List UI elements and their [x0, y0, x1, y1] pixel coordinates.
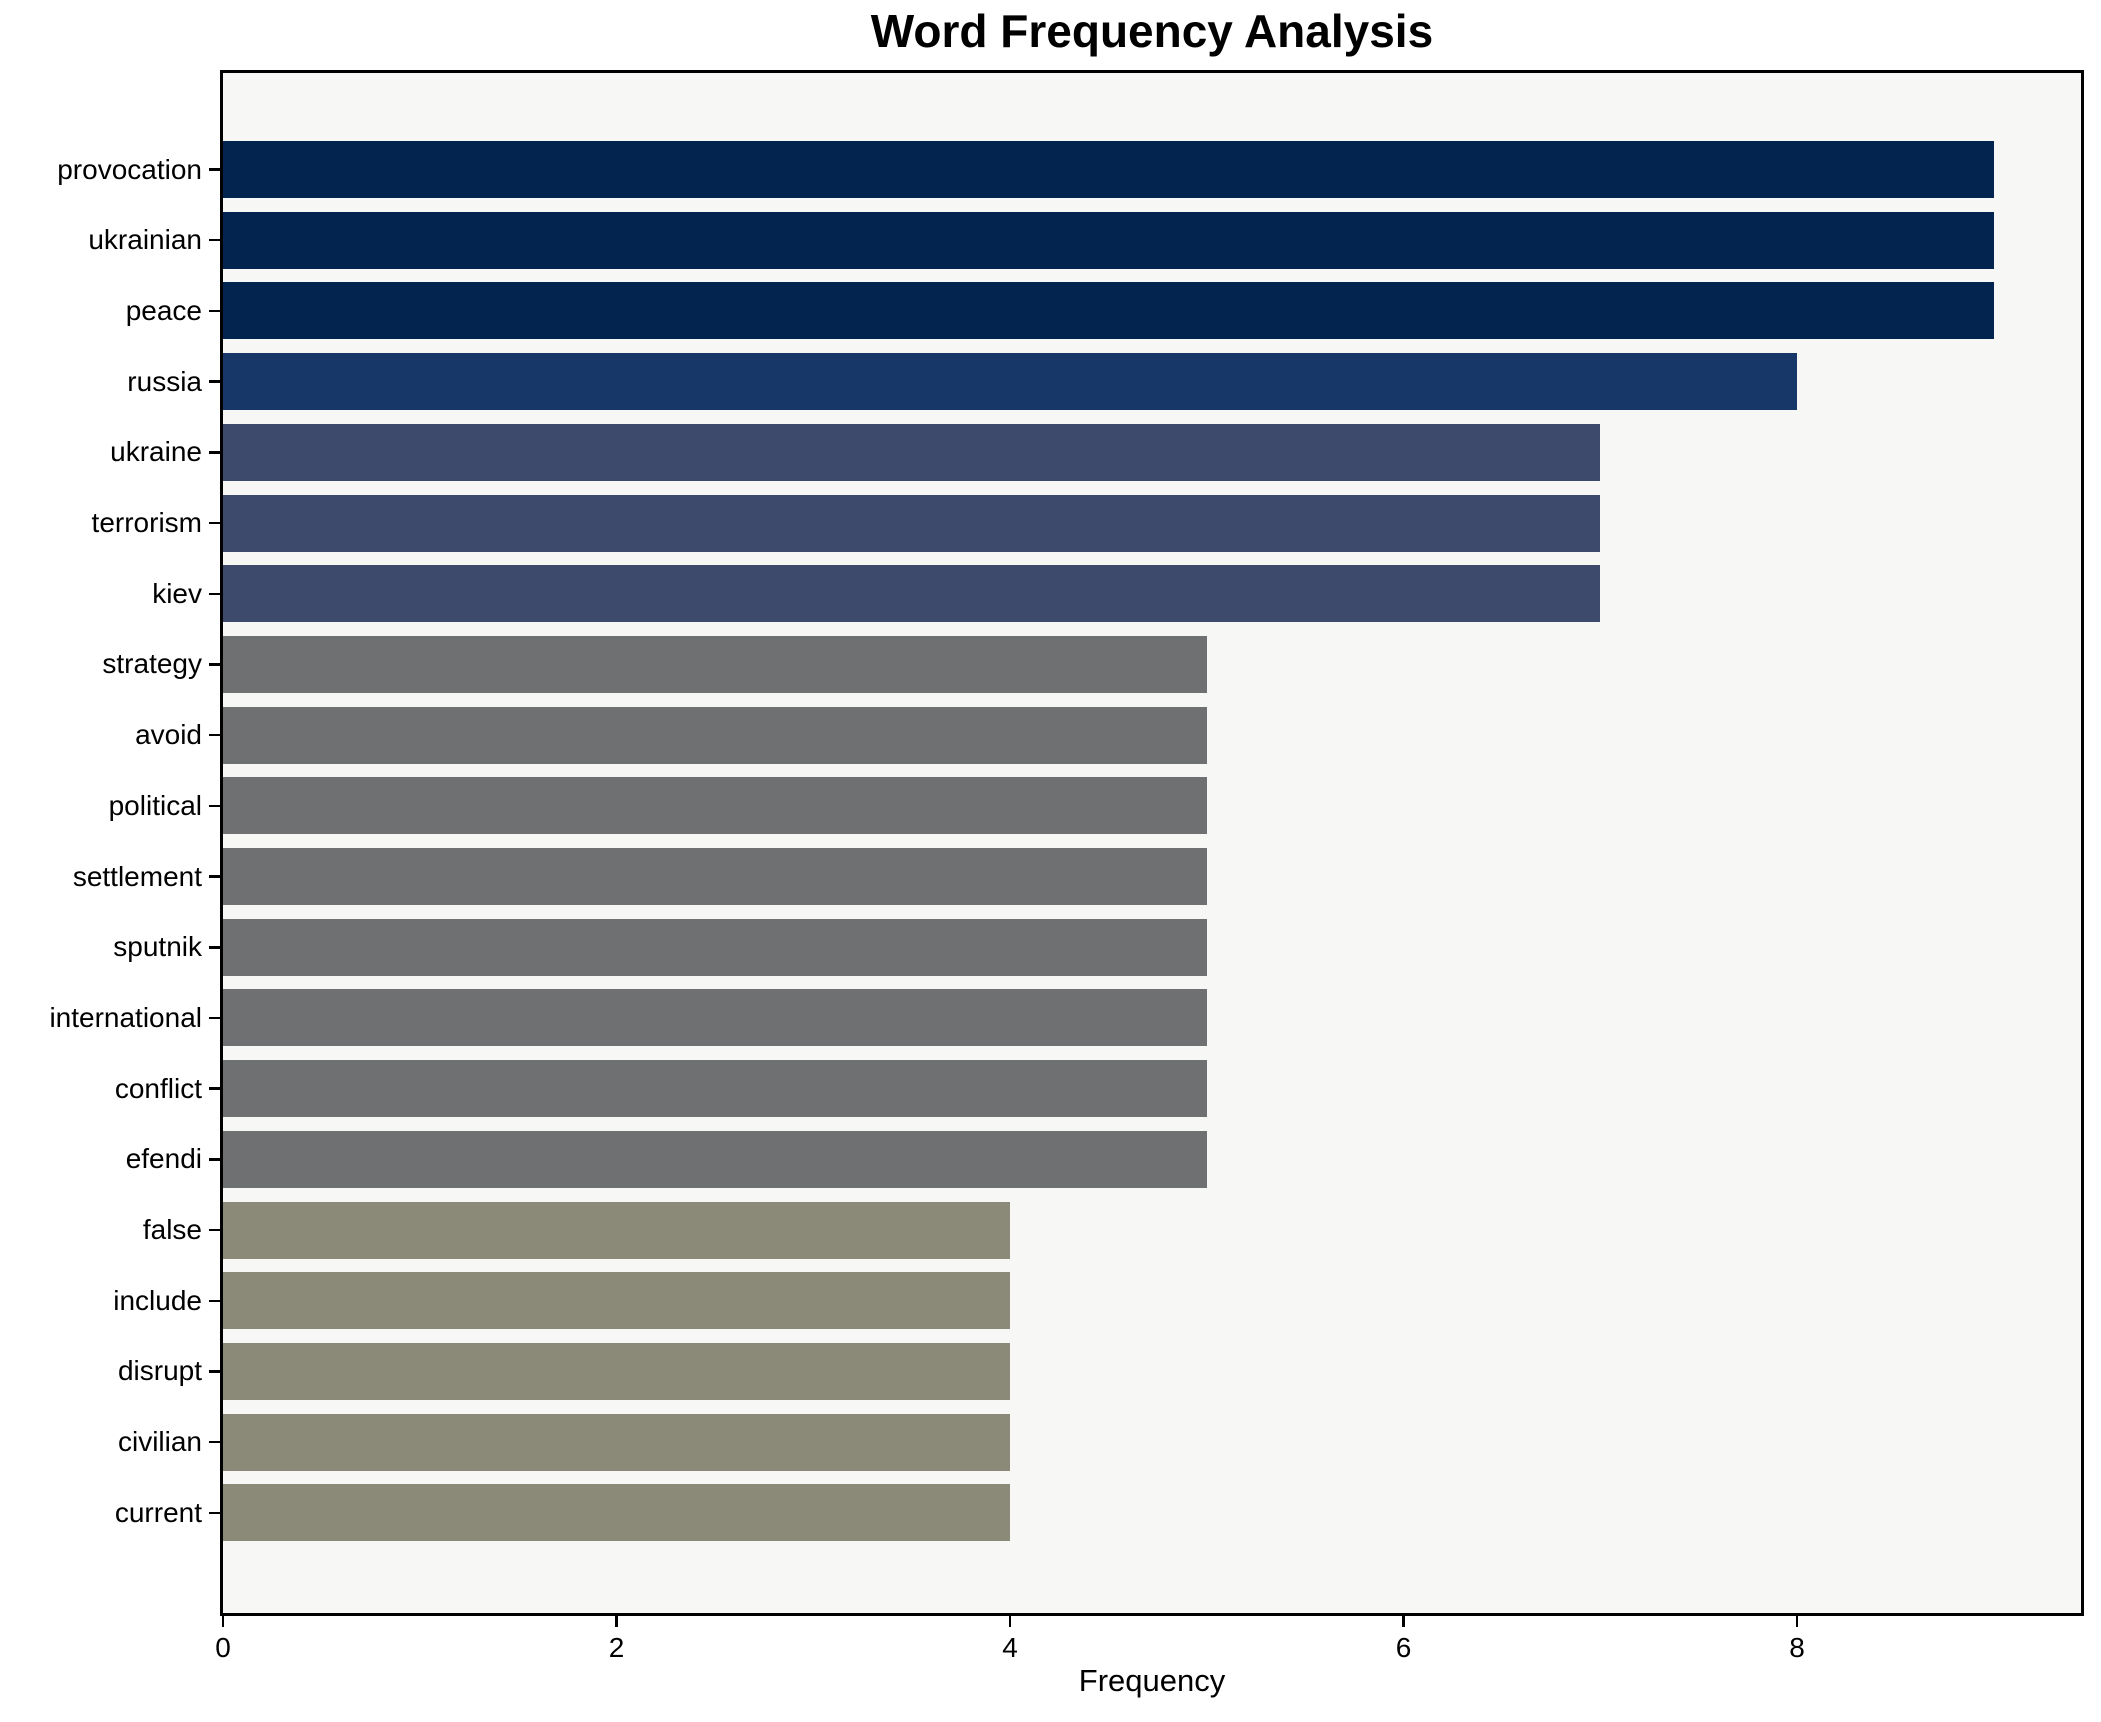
bar: [223, 1272, 1010, 1330]
bar: [223, 1413, 1010, 1471]
y-tick-mark: [209, 238, 220, 242]
bar: [223, 353, 1797, 411]
y-tick-label: terrorism: [91, 507, 202, 538]
y-tick-label: settlement: [72, 860, 202, 892]
y-tick-mark: [209, 733, 220, 737]
y-tick-mark: [209, 309, 220, 313]
y-tick-mark: [209, 804, 220, 808]
y-tick-mark: [209, 1087, 220, 1090]
y-tick-mark: [209, 1370, 220, 1373]
bar: [223, 706, 1207, 764]
bar: [223, 423, 1601, 481]
y-tick-label: include: [113, 1284, 202, 1316]
y-tick-label: ukrainian: [88, 224, 202, 256]
x-axis-title: Frequency: [1078, 1663, 1226, 1698]
bar: [223, 989, 1207, 1047]
y-tick-mark: [209, 875, 220, 878]
y-tick-label: conflict: [114, 1072, 202, 1104]
x-tick-mark: [221, 1616, 225, 1627]
y-tick-mark: [209, 1228, 220, 1232]
y-tick-mark: [209, 1440, 220, 1444]
y-tick-label: efendi: [125, 1143, 202, 1175]
bar: [223, 848, 1207, 905]
y-tick-mark: [209, 451, 220, 454]
bar: [223, 1342, 1010, 1400]
y-tick-mark: [209, 946, 220, 949]
chart-title: Word Frequency Analysis: [870, 5, 1434, 57]
y-tick-label: disrupt: [117, 1355, 202, 1387]
y-tick-label: sputnik: [113, 931, 202, 963]
bar: [223, 918, 1207, 976]
x-tick-label: 4: [1002, 1632, 1018, 1663]
y-tick-label: avoid: [135, 719, 202, 751]
bar: [223, 635, 1207, 693]
x-tick-mark: [1402, 1616, 1405, 1627]
bar: [223, 1130, 1207, 1188]
y-tick-label: peace: [125, 294, 202, 326]
y-tick-mark: [209, 663, 220, 666]
bar: [223, 1484, 1010, 1542]
x-tick-mark: [1008, 1616, 1012, 1627]
bar: [223, 777, 1207, 835]
x-tick-label: 6: [1395, 1632, 1412, 1663]
y-tick-label: russia: [127, 365, 202, 397]
y-tick-mark: [209, 521, 220, 525]
y-tick-label: kiev: [152, 577, 202, 609]
y-tick-mark: [209, 1299, 220, 1302]
bar: [223, 1060, 1207, 1118]
bar: [223, 1201, 1010, 1259]
y-tick-label: international: [49, 1001, 202, 1033]
x-tick-label: 0: [215, 1632, 231, 1663]
y-tick-mark: [209, 1016, 220, 1020]
x-tick-label: 2: [608, 1632, 625, 1663]
x-tick-label: 8: [1789, 1632, 1805, 1663]
y-tick-mark: [209, 592, 220, 595]
y-tick-label: current: [114, 1496, 202, 1528]
y-tick-label: political: [108, 789, 202, 821]
bar: [223, 211, 1994, 269]
y-tick-label: provocation: [57, 153, 202, 185]
y-tick-label: civilian: [117, 1426, 202, 1458]
bar: [223, 494, 1601, 552]
y-tick-label: strategy: [102, 648, 202, 680]
y-tick-label: false: [142, 1214, 202, 1245]
x-tick-mark: [1795, 1616, 1799, 1627]
y-tick-label: ukraine: [110, 436, 202, 468]
y-tick-mark: [209, 1158, 220, 1161]
bar: [223, 565, 1601, 623]
y-tick-mark: [209, 380, 220, 383]
x-tick-mark: [615, 1616, 618, 1627]
y-tick-mark: [209, 168, 220, 171]
bar: [223, 282, 1994, 340]
bar: [223, 141, 1994, 198]
y-tick-mark: [209, 1511, 220, 1514]
